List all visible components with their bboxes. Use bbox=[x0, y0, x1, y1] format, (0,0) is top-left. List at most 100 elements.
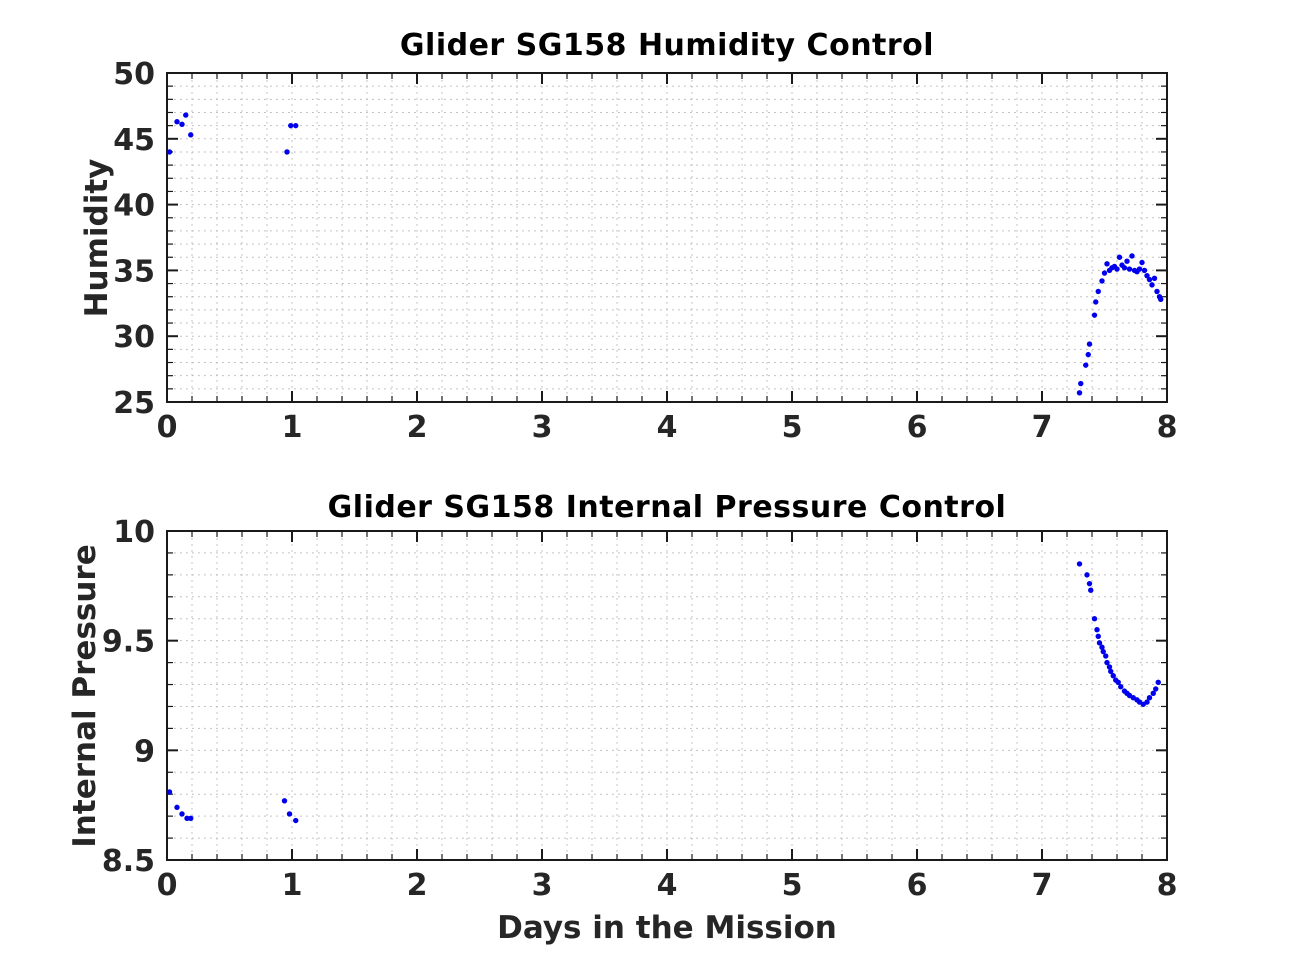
humidity-y-axis-label: Humidity bbox=[79, 158, 115, 318]
plot-box bbox=[166, 530, 1168, 861]
data-point bbox=[1094, 627, 1100, 633]
data-point bbox=[1144, 699, 1150, 705]
x-tick-label: 7 bbox=[1032, 868, 1053, 903]
data-point bbox=[1121, 265, 1128, 271]
x-tick-label: 5 bbox=[782, 868, 803, 903]
data-point bbox=[1158, 296, 1164, 303]
data-point bbox=[1096, 640, 1103, 646]
data-point bbox=[284, 149, 290, 155]
data-point bbox=[1151, 275, 1158, 281]
data-point bbox=[1144, 272, 1150, 279]
x-tick-label: 4 bbox=[657, 868, 678, 903]
data-point bbox=[1124, 258, 1130, 264]
data-point bbox=[1141, 267, 1148, 274]
x-tick-label: 3 bbox=[532, 410, 553, 445]
x-tick-label: 1 bbox=[282, 410, 303, 445]
data-point bbox=[1114, 266, 1120, 272]
data-point bbox=[1091, 312, 1098, 318]
y-tick-label: 35 bbox=[113, 254, 155, 289]
data-point bbox=[281, 798, 288, 804]
x-tick-label: 0 bbox=[157, 410, 178, 445]
x-axis-label: Days in the Mission bbox=[497, 910, 837, 946]
x-tick-label: 6 bbox=[907, 868, 928, 903]
data-point bbox=[166, 789, 173, 795]
data-point bbox=[1146, 694, 1153, 701]
plot-box bbox=[166, 72, 1168, 403]
data-point bbox=[1106, 664, 1113, 670]
x-tick-label: 2 bbox=[407, 410, 428, 445]
data-point bbox=[286, 811, 293, 817]
data-point bbox=[1155, 679, 1161, 686]
data-point bbox=[1149, 282, 1155, 288]
y-tick-label: 30 bbox=[113, 320, 155, 355]
data-point bbox=[1110, 673, 1116, 679]
data-point bbox=[1101, 270, 1108, 276]
data-point bbox=[1115, 679, 1121, 686]
data-point bbox=[1118, 684, 1124, 690]
y-tick-label: 10 bbox=[113, 515, 155, 550]
y-tick-label: 8.5 bbox=[102, 844, 155, 879]
humidity-chart-title: Glider SG158 Humidity Control bbox=[399, 28, 935, 63]
data-point bbox=[293, 817, 299, 824]
data-point bbox=[179, 121, 185, 128]
data-point bbox=[1129, 253, 1135, 259]
pressure-y-axis-label: Internal Pressure bbox=[67, 544, 103, 848]
data-point bbox=[179, 811, 185, 817]
x-tick-label: 5 bbox=[782, 410, 803, 445]
x-tick-label: 3 bbox=[532, 868, 553, 903]
data-point bbox=[1095, 288, 1101, 295]
x-tick-label: 6 bbox=[907, 410, 928, 445]
data-point bbox=[1103, 653, 1109, 659]
data-point bbox=[293, 122, 299, 129]
data-point bbox=[1099, 278, 1105, 284]
x-tick-label: 0 bbox=[157, 868, 178, 903]
x-tick-label: 8 bbox=[1157, 410, 1178, 445]
data-point bbox=[1154, 288, 1160, 295]
data-point bbox=[188, 815, 194, 822]
data-point bbox=[1116, 254, 1123, 260]
data-point bbox=[184, 815, 190, 822]
x-tick-label: 2 bbox=[407, 868, 428, 903]
data-point bbox=[1086, 341, 1093, 347]
data-point bbox=[1083, 362, 1089, 368]
data-point bbox=[1146, 276, 1153, 283]
y-tick-label: 9 bbox=[134, 734, 155, 769]
x-tick-label: 7 bbox=[1032, 410, 1053, 445]
data-point bbox=[1099, 644, 1105, 650]
data-point bbox=[183, 112, 189, 118]
data-point bbox=[1084, 572, 1090, 578]
y-tick-label: 40 bbox=[113, 189, 155, 224]
data-point bbox=[1100, 648, 1106, 655]
data-point bbox=[1139, 259, 1145, 266]
data-point bbox=[1088, 587, 1094, 593]
y-tick-label: 25 bbox=[113, 386, 155, 421]
data-point bbox=[1086, 580, 1093, 587]
data-point bbox=[1091, 616, 1098, 622]
data-point bbox=[1104, 261, 1110, 267]
data-point bbox=[188, 132, 194, 138]
data-point bbox=[1126, 266, 1133, 272]
y-tick-label: 9.5 bbox=[102, 625, 155, 660]
data-point bbox=[1078, 380, 1084, 387]
data-point bbox=[1136, 266, 1143, 272]
data-point bbox=[1108, 668, 1114, 675]
data-point bbox=[288, 122, 294, 129]
y-tick-label: 50 bbox=[113, 57, 155, 92]
y-tick-label: 45 bbox=[113, 123, 155, 158]
data-point bbox=[1076, 390, 1083, 396]
data-point bbox=[1076, 561, 1083, 567]
data-point bbox=[1093, 299, 1099, 305]
pressure-chart-title: Glider SG158 Internal Pressure Control bbox=[327, 490, 1007, 525]
data-point bbox=[1153, 686, 1159, 692]
data-point bbox=[1104, 659, 1110, 666]
x-tick-label: 1 bbox=[282, 868, 303, 903]
data-point bbox=[1085, 351, 1091, 358]
x-tick-label: 8 bbox=[1157, 868, 1178, 903]
data-point bbox=[1095, 633, 1101, 639]
data-point bbox=[174, 804, 180, 811]
data-point bbox=[174, 118, 180, 125]
x-tick-label: 4 bbox=[657, 410, 678, 445]
data-point bbox=[1150, 690, 1156, 697]
